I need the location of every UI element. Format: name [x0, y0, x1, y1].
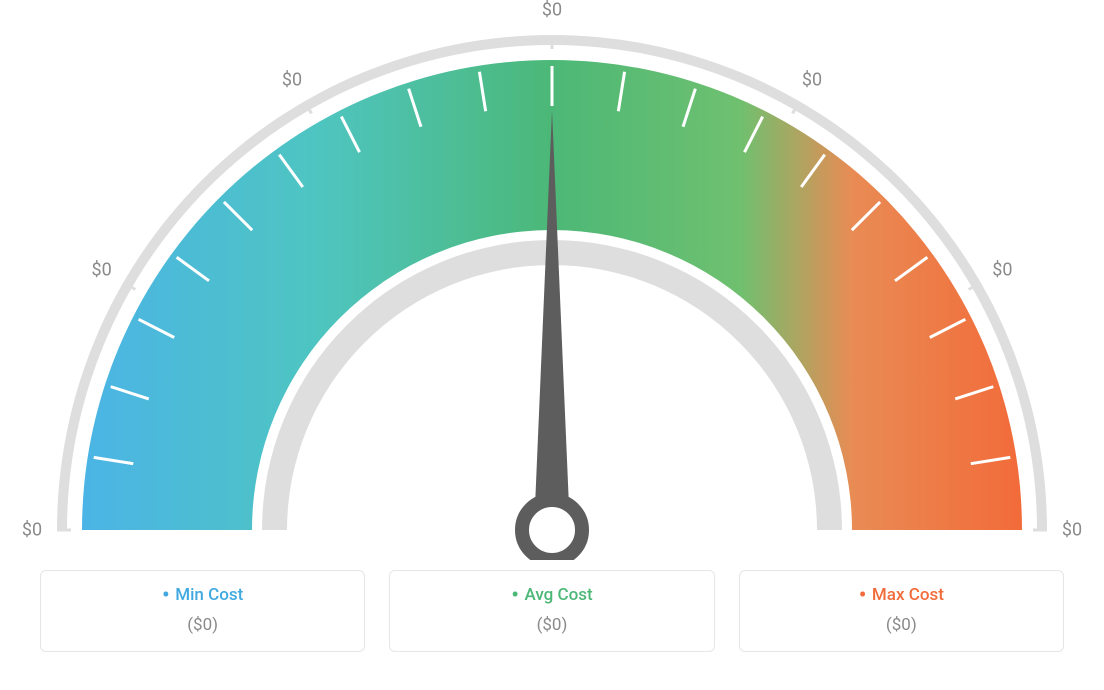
- legend-title-min: Min Cost: [53, 585, 352, 605]
- gauge-svg: [0, 0, 1104, 560]
- gauge-scale-label: $0: [542, 0, 562, 21]
- gauge-scale-label: $0: [992, 260, 1012, 281]
- gauge-scale-label: $0: [802, 69, 822, 90]
- legend-title-max: Max Cost: [752, 585, 1051, 605]
- legend-value-max: ($0): [752, 615, 1051, 635]
- legend-card-avg: Avg Cost ($0): [389, 570, 714, 652]
- legend-card-max: Max Cost ($0): [739, 570, 1064, 652]
- legend-row: Min Cost ($0) Avg Cost ($0) Max Cost ($0…: [0, 570, 1104, 652]
- legend-title-avg: Avg Cost: [402, 585, 701, 605]
- legend-value-min: ($0): [53, 615, 352, 635]
- legend-value-avg: ($0): [402, 615, 701, 635]
- legend-card-min: Min Cost ($0): [40, 570, 365, 652]
- gauge-scale-label: $0: [282, 69, 302, 90]
- gauge-scale-label: $0: [22, 520, 42, 541]
- gauge-scale-label: $0: [92, 260, 112, 281]
- gauge-chart: $0 $0 $0 $0 $0 $0 $0: [0, 0, 1104, 560]
- gauge-scale-label: $0: [1062, 520, 1082, 541]
